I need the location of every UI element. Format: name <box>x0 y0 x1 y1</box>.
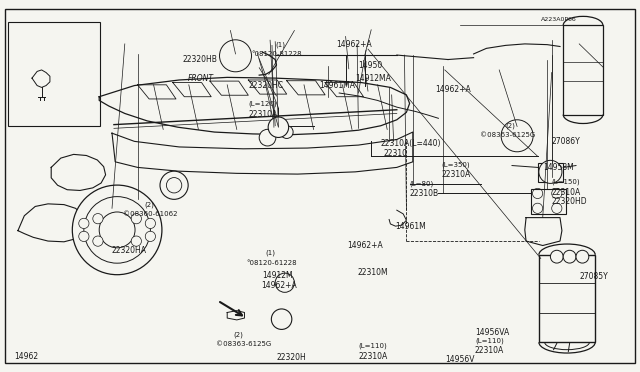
Text: 14912MA: 14912MA <box>355 74 391 83</box>
Circle shape <box>225 45 246 66</box>
Circle shape <box>576 250 589 263</box>
Bar <box>563 25 603 115</box>
Text: 14962+A: 14962+A <box>348 241 383 250</box>
Text: (L=120): (L=120) <box>248 100 277 107</box>
Polygon shape <box>248 80 287 94</box>
Polygon shape <box>112 132 413 174</box>
Circle shape <box>539 160 562 183</box>
Text: (L=110): (L=110) <box>475 338 504 344</box>
Text: 27085Y: 27085Y <box>579 272 608 280</box>
Circle shape <box>72 185 162 275</box>
Text: 22310A: 22310A <box>358 352 388 360</box>
Circle shape <box>280 126 293 138</box>
Text: 22320H: 22320H <box>276 353 306 362</box>
Text: 14962+A: 14962+A <box>336 40 372 49</box>
Text: °08120-81228: °08120-81228 <box>252 51 302 57</box>
Text: 14912M: 14912M <box>262 271 293 280</box>
Text: 22310A: 22310A <box>475 346 504 355</box>
Circle shape <box>93 214 103 224</box>
Polygon shape <box>99 77 410 135</box>
Text: 22310M: 22310M <box>357 268 388 277</box>
Circle shape <box>145 231 156 241</box>
Circle shape <box>259 129 276 146</box>
Polygon shape <box>102 208 115 218</box>
Circle shape <box>131 214 141 224</box>
Text: 14961MA: 14961MA <box>319 81 355 90</box>
Text: 22310A: 22310A <box>442 170 471 179</box>
Circle shape <box>131 236 141 246</box>
Text: (1): (1) <box>275 42 285 48</box>
Polygon shape <box>325 83 364 97</box>
Text: 22310A(L=440): 22310A(L=440) <box>381 139 442 148</box>
Polygon shape <box>287 81 325 95</box>
Text: 14958M: 14958M <box>543 163 573 172</box>
Text: 14950: 14950 <box>358 61 383 70</box>
Text: (2): (2) <box>506 122 515 128</box>
Bar <box>539 255 595 342</box>
Text: (1): (1) <box>266 250 276 256</box>
Text: 14961M: 14961M <box>396 222 426 231</box>
Text: 14962+A: 14962+A <box>261 281 297 290</box>
Text: 22310: 22310 <box>384 149 408 158</box>
Text: A223A0P66: A223A0P66 <box>541 17 577 22</box>
Text: (L=350): (L=350) <box>442 161 470 167</box>
Circle shape <box>275 273 294 292</box>
Bar <box>538 163 563 182</box>
Circle shape <box>268 117 289 138</box>
Text: 22310A: 22310A <box>552 188 581 197</box>
Circle shape <box>79 218 89 228</box>
Text: 14962+A: 14962+A <box>435 85 471 94</box>
Text: ©08360-61062: ©08360-61062 <box>123 211 177 217</box>
Polygon shape <box>138 85 176 99</box>
Text: 22320HA: 22320HA <box>112 246 147 254</box>
Polygon shape <box>32 70 50 87</box>
Polygon shape <box>210 81 248 95</box>
Text: 22320HC: 22320HC <box>248 81 284 90</box>
Circle shape <box>220 40 252 72</box>
Bar <box>531 189 566 214</box>
Text: 27086Y: 27086Y <box>552 137 580 146</box>
Polygon shape <box>525 218 562 246</box>
Text: FRONT: FRONT <box>188 74 214 83</box>
Circle shape <box>508 126 527 145</box>
Circle shape <box>93 236 103 246</box>
Text: (2): (2) <box>234 331 243 337</box>
Text: 14956V: 14956V <box>445 355 474 364</box>
Circle shape <box>271 309 292 330</box>
Circle shape <box>160 171 188 199</box>
Circle shape <box>99 212 135 248</box>
Text: 22320HD: 22320HD <box>552 197 588 206</box>
Circle shape <box>84 197 150 263</box>
Text: 22320HB: 22320HB <box>182 55 217 64</box>
Text: (2): (2) <box>144 202 154 208</box>
Circle shape <box>501 120 533 152</box>
Circle shape <box>145 218 156 228</box>
Text: 14956VA: 14956VA <box>475 328 509 337</box>
Circle shape <box>550 250 563 263</box>
Bar <box>8 22 100 126</box>
Text: °08120-61228: °08120-61228 <box>246 260 297 266</box>
Text: (L=110): (L=110) <box>358 342 387 349</box>
Text: ©08363-6125G: ©08363-6125G <box>480 132 535 138</box>
Text: (L=150): (L=150) <box>552 179 580 185</box>
Polygon shape <box>227 311 244 320</box>
Polygon shape <box>173 83 211 97</box>
Text: (L=80): (L=80) <box>410 180 434 186</box>
Polygon shape <box>18 204 86 242</box>
Text: 22310A: 22310A <box>248 110 278 119</box>
Circle shape <box>563 250 576 263</box>
Polygon shape <box>51 154 106 190</box>
Text: ©08363-6125G: ©08363-6125G <box>216 341 271 347</box>
Circle shape <box>79 231 89 241</box>
Text: 22310B: 22310B <box>410 189 439 198</box>
Text: 14962: 14962 <box>14 352 38 360</box>
